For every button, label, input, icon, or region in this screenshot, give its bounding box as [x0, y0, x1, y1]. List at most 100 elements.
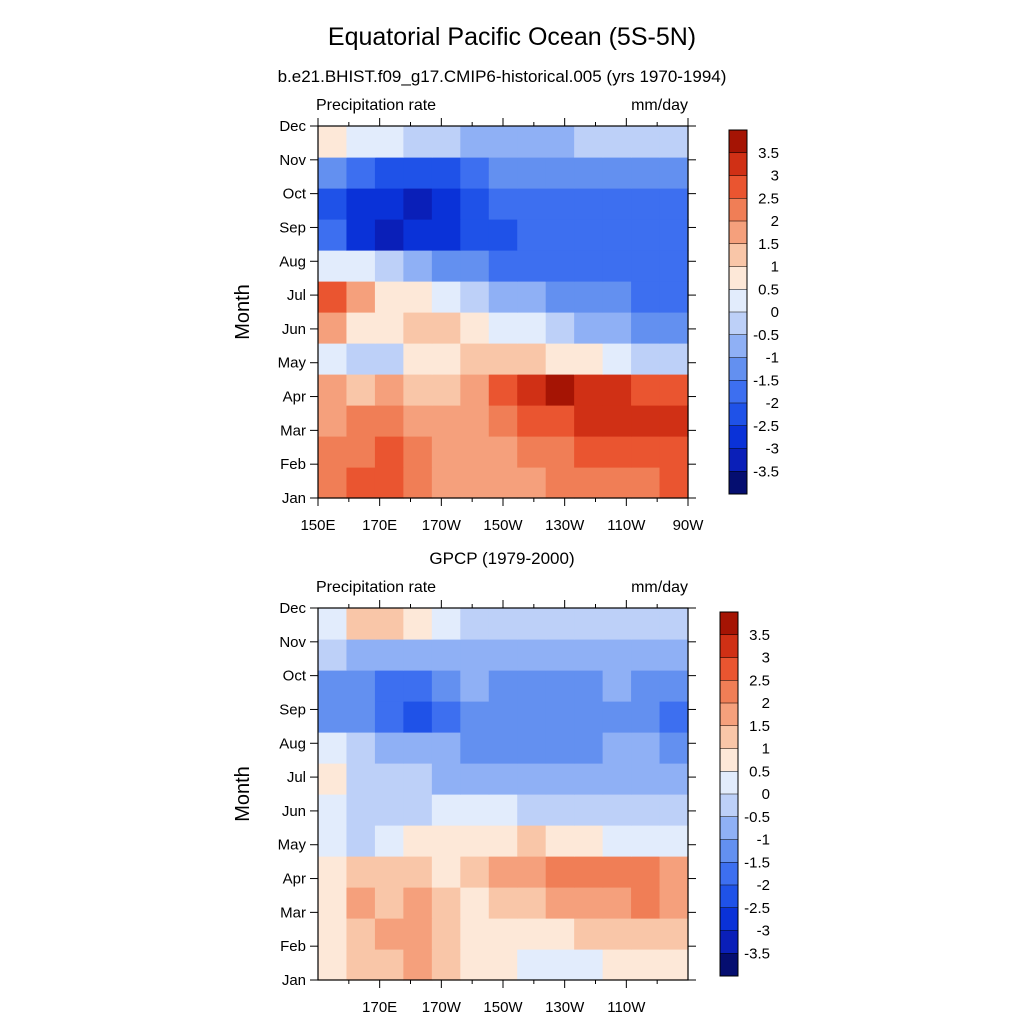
heatmap-cell — [346, 732, 376, 764]
colorbar-swatch — [729, 243, 747, 267]
heatmap-cell — [460, 949, 490, 981]
heatmap-cell — [488, 343, 518, 375]
heatmap-cell — [346, 250, 376, 282]
y-tick-label: Oct — [283, 668, 307, 685]
heatmap-cell — [602, 794, 632, 826]
heatmap-cell — [574, 405, 604, 437]
heatmap-cell — [431, 763, 461, 795]
heatmap-cell — [374, 157, 404, 189]
heatmap-cell — [574, 732, 604, 764]
heatmap-cell — [574, 608, 604, 640]
heatmap-cell — [517, 312, 547, 344]
heatmap-cell — [659, 374, 689, 406]
heatmap-cell — [346, 157, 376, 189]
colorbar-swatch — [720, 862, 738, 886]
heatmap-cell — [602, 312, 632, 344]
heatmap-cell — [545, 701, 575, 733]
y-tick-label: Dec — [279, 600, 306, 617]
y-tick-label: Feb — [280, 456, 306, 473]
y-tick-label: Jul — [287, 287, 306, 304]
colorbar-swatch — [729, 448, 747, 472]
heatmap-cell — [403, 794, 433, 826]
heatmap-cell — [488, 467, 518, 499]
heatmap-cell — [346, 887, 376, 919]
heatmap-cell — [517, 887, 547, 919]
colorbar-label: 3 — [771, 168, 779, 185]
panel2-axes: Jan Feb Mar Apr May Jun Jul Aug Sep Oct Nov Dec 170E… — [278, 600, 696, 1016]
heatmap-cell — [431, 219, 461, 251]
x-tick-label: 170E — [362, 999, 397, 1016]
heatmap-cell — [374, 732, 404, 764]
heatmap-cell — [631, 188, 661, 220]
heatmap-cell — [460, 856, 490, 888]
heatmap-cell — [374, 219, 404, 251]
heatmap-cell — [659, 281, 689, 313]
heatmap-cell — [631, 405, 661, 437]
heatmap-cell — [460, 374, 490, 406]
heatmap-cell — [574, 250, 604, 282]
heatmap-cell — [374, 281, 404, 313]
heatmap-cell — [403, 281, 433, 313]
heatmap-cell — [631, 701, 661, 733]
colorbar-label: -3.5 — [753, 463, 779, 480]
panel1-axes: Jan Feb Mar Apr May Jun Jul Aug Sep Oct Nov Dec 150E… — [278, 118, 704, 534]
y-tick-label: Jan — [282, 490, 306, 507]
heatmap-cell — [545, 732, 575, 764]
heatmap-cell — [431, 157, 461, 189]
heatmap-cell — [659, 343, 689, 375]
heatmap-cell — [374, 639, 404, 671]
colorbar-swatch — [720, 953, 738, 977]
heatmap-cell — [631, 949, 661, 981]
colorbar-swatch — [720, 748, 738, 772]
colorbar-label: 1.5 — [749, 718, 770, 735]
heatmap-cell — [631, 157, 661, 189]
panel1-subtitle: b.e21.BHIST.f09_g17.CMIP6-historical.005… — [278, 67, 727, 86]
heatmap-cell — [403, 405, 433, 437]
heatmap-cell — [346, 639, 376, 671]
y-tick-label: Jul — [287, 769, 306, 786]
heatmap-cell — [545, 949, 575, 981]
heatmap-cell — [403, 312, 433, 344]
heatmap-cell — [318, 188, 348, 220]
heatmap-cell — [659, 608, 689, 640]
heatmap-cell — [574, 126, 604, 158]
colorbar-label: 0.5 — [758, 281, 779, 298]
heatmap-cell — [403, 188, 433, 220]
heatmap-cell — [431, 126, 461, 158]
heatmap-cell — [574, 918, 604, 950]
heatmap-cell — [574, 281, 604, 313]
x-tick-label: 110W — [607, 999, 646, 1016]
heatmap-cell — [431, 374, 461, 406]
heatmap-cell — [403, 608, 433, 640]
heatmap-cell — [460, 157, 490, 189]
heatmap-cell — [318, 219, 348, 251]
colorbar-label: -2 — [766, 395, 779, 412]
heatmap-cell — [346, 374, 376, 406]
heatmap-cell — [431, 436, 461, 468]
heatmap-cell — [602, 405, 632, 437]
heatmap-cell — [318, 436, 348, 468]
heatmap-cell — [346, 608, 376, 640]
heatmap-cell — [318, 918, 348, 950]
heatmap-cell — [403, 670, 433, 702]
colorbar-swatch — [720, 657, 738, 681]
colorbar-swatch — [729, 221, 747, 245]
heatmap-cell — [602, 219, 632, 251]
heatmap-cell — [346, 436, 376, 468]
colorbar-swatch — [720, 885, 738, 909]
colorbar-swatch — [720, 634, 738, 658]
heatmap-cell — [460, 405, 490, 437]
heatmap-cell — [631, 343, 661, 375]
heatmap-cell — [431, 670, 461, 702]
heatmap-cell — [431, 949, 461, 981]
heatmap-cell — [488, 670, 518, 702]
colorbar-swatch — [729, 175, 747, 199]
heatmap-cell — [545, 825, 575, 857]
panel1-heatmap — [318, 126, 689, 499]
colorbar-label: 0.5 — [749, 763, 770, 780]
heatmap-cell — [659, 732, 689, 764]
colorbar-swatch — [729, 289, 747, 313]
heatmap-cell — [602, 374, 632, 406]
heatmap-cell — [545, 312, 575, 344]
panel1-y-axis-title: Month — [232, 284, 254, 340]
